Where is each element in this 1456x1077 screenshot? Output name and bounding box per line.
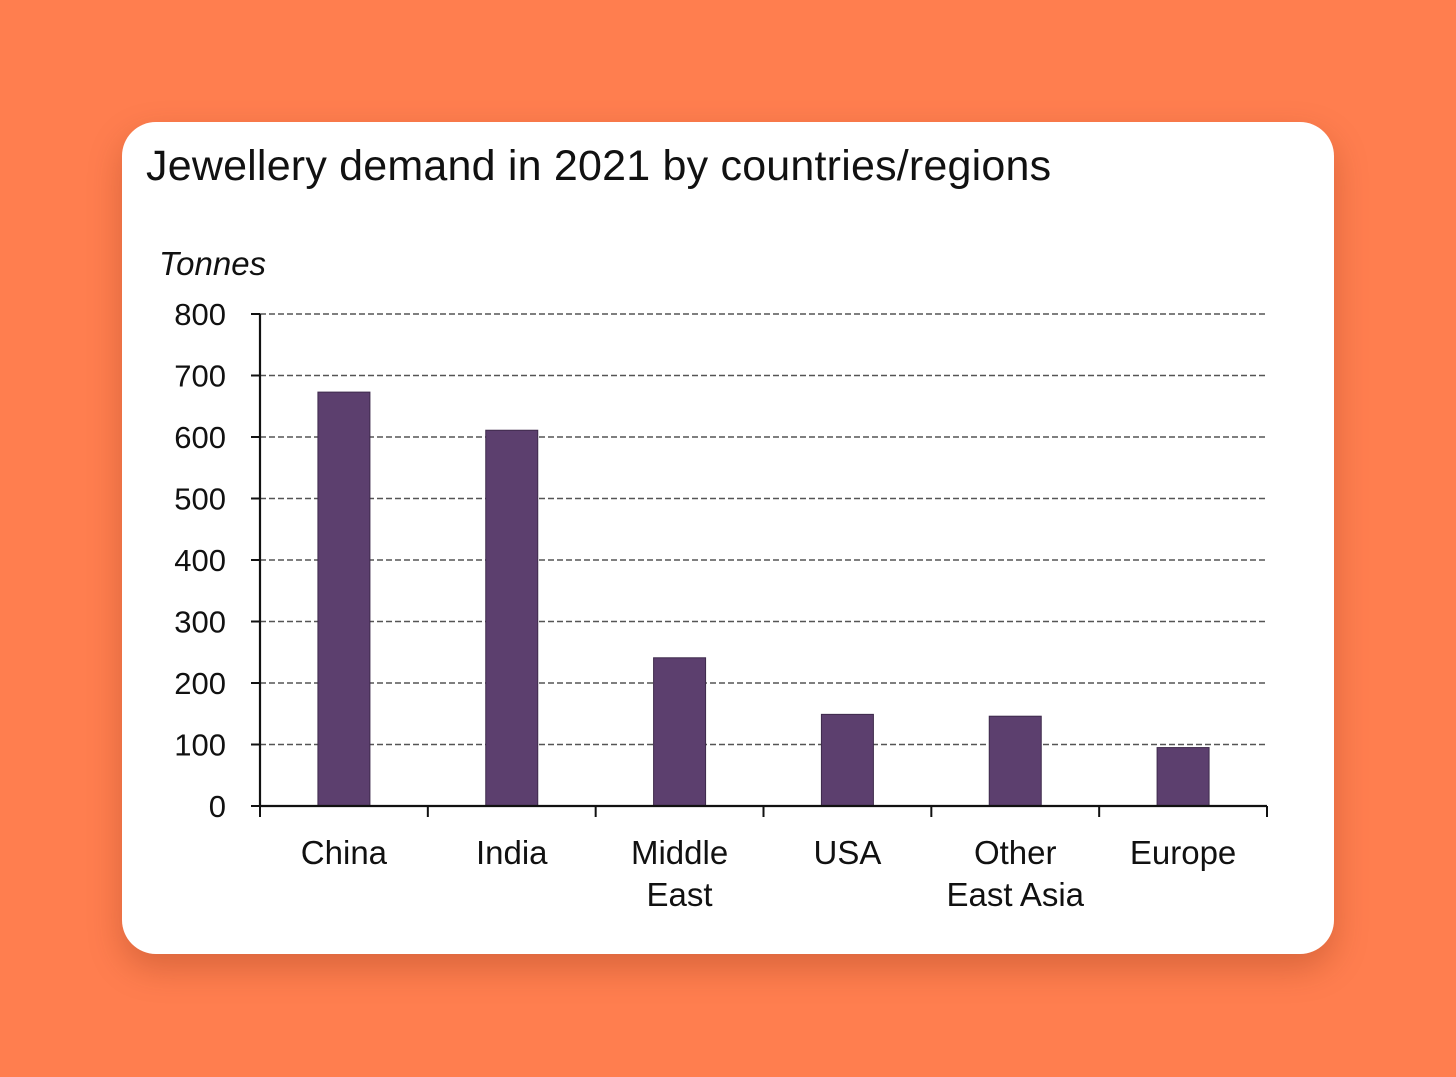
chart-title: Jewellery demand in 2021 by countries/re… <box>146 142 1052 190</box>
category-labels: China India Middle East USA Other East Asia Eur… <box>301 834 1236 913</box>
category-label: India <box>476 834 548 871</box>
y-tick-labels: 0 100 200 300 400 500 600 700 800 <box>174 297 226 824</box>
category-label-line: Middle <box>631 834 728 871</box>
bar <box>653 657 707 807</box>
bar <box>485 429 539 807</box>
y-tick-label: 400 <box>174 543 226 578</box>
axes <box>251 313 1268 817</box>
category-label-line: East Asia <box>946 876 1084 913</box>
y-tick-label: 600 <box>174 420 226 455</box>
bar <box>988 715 1042 807</box>
category-label: Middle East <box>631 834 728 913</box>
category-label-line: China <box>301 834 388 871</box>
gridlines <box>260 313 1267 746</box>
y-tick-label: 800 <box>174 297 226 332</box>
category-label: USA <box>813 834 881 871</box>
category-label: Europe <box>1130 834 1236 871</box>
y-tick-label: 0 <box>209 789 226 824</box>
y-tick-label: 500 <box>174 482 226 517</box>
category-label-line: Other <box>974 834 1057 871</box>
category-label-line: Europe <box>1130 834 1236 871</box>
category-label-line: East <box>647 876 713 913</box>
y-axis-label: Tonnes <box>159 245 266 282</box>
bar <box>1156 747 1210 807</box>
bar <box>317 391 371 807</box>
bar <box>820 713 874 807</box>
y-tick-label: 700 <box>174 359 226 394</box>
category-label: Other East Asia <box>946 834 1084 913</box>
bar-chart: Tonnes 0 100 200 300 400 500 600 700 800 China In… <box>159 245 1268 913</box>
y-tick-label: 200 <box>174 666 226 701</box>
category-label: China <box>301 834 388 871</box>
category-label-line: India <box>476 834 548 871</box>
category-label-line: USA <box>813 834 881 871</box>
chart-card: Jewellery demand in 2021 by countries/re… <box>122 122 1334 954</box>
y-tick-label: 100 <box>174 728 226 763</box>
y-tick-label: 300 <box>174 605 226 640</box>
